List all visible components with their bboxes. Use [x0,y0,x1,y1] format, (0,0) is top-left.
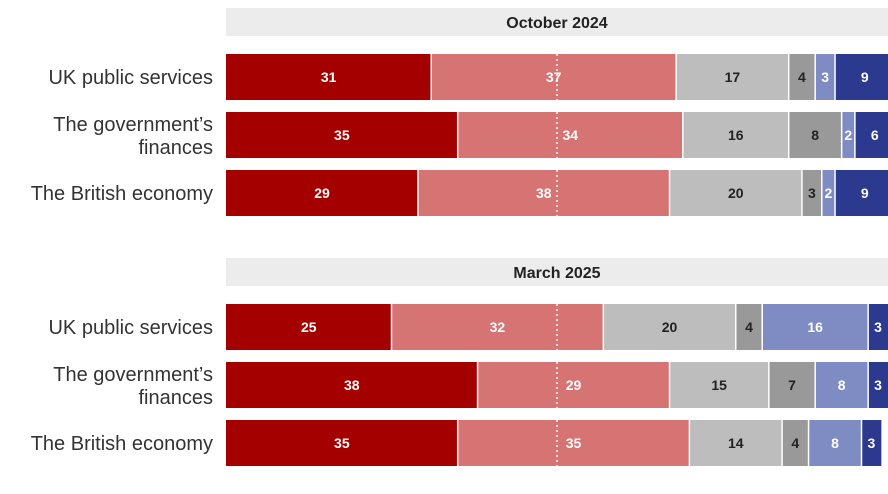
data-label: 4 [798,69,806,85]
data-label: 37 [546,69,562,85]
data-label: 34 [562,127,578,143]
data-label: 38 [344,377,360,393]
data-label: 6 [871,127,879,143]
bar-segment [835,54,888,100]
data-label: 32 [490,319,506,335]
bar-segment [815,54,836,100]
bar-segment [788,54,816,100]
data-label: 7 [788,377,796,393]
bar-segment [457,420,690,466]
data-label: 29 [566,377,582,393]
bar-segment [226,304,392,350]
bar-segment [431,54,677,100]
bar-segment [861,420,882,466]
data-label: 8 [838,377,846,393]
bar-segment [669,362,769,408]
data-label: 20 [728,185,744,201]
data-label: 15 [711,377,727,393]
bar-segment [808,420,862,466]
bar-segment [801,170,822,216]
bar-segment [226,112,458,158]
bar-segment [226,54,432,100]
data-label: 9 [861,69,869,85]
panel-title-background [226,8,888,36]
bar-segment [226,170,418,216]
panel-title: October 2024 [506,15,607,32]
data-label: 20 [662,319,678,335]
data-label: 2 [825,185,833,201]
bar-segment [835,170,888,216]
data-label: 3 [874,377,882,393]
bar-segment [676,54,789,100]
row-label: UK public services [48,317,213,339]
data-label: 35 [334,127,350,143]
row-label: The British economy [31,183,213,205]
bar-segment [854,112,888,158]
row-label: finances [139,387,214,409]
data-label: 17 [725,69,741,85]
data-label: 14 [728,435,744,451]
row-label: The government’s [53,364,213,386]
data-label: 31 [321,69,337,85]
data-label: 2 [844,127,852,143]
bar-segment [417,170,670,216]
data-label: 35 [566,435,582,451]
bar-segment [391,304,604,350]
bar-segment [603,304,736,350]
data-label: 3 [821,69,829,85]
data-label: 8 [831,435,839,451]
data-label: 29 [314,185,330,201]
bar-segment [735,304,763,350]
bar-segment [868,362,888,408]
bar-segment [477,362,670,408]
row-label: finances [139,137,214,159]
bar-segment [682,112,789,158]
bar-segment [226,362,478,408]
data-label: 38 [536,185,552,201]
bar-segment [821,170,836,216]
data-label: 4 [745,319,753,335]
bar-segment [457,112,683,158]
bar-segment [868,304,888,350]
data-label: 4 [791,435,799,451]
data-label: 16 [807,319,823,335]
data-label: 3 [868,435,876,451]
bar-segment [669,170,802,216]
panel-title: March 2025 [513,265,600,282]
bar-segment [788,112,842,158]
data-label: 25 [301,319,317,335]
data-label: 35 [334,435,350,451]
data-label: 3 [874,319,882,335]
panel-title-background [226,258,888,286]
bar-segment [782,420,809,466]
bar-segment [226,420,458,466]
bar-segment [841,112,855,158]
row-label: The British economy [31,433,213,455]
row-label: The government’s [53,114,213,136]
bar-segment [762,304,869,350]
bar-segment [768,362,816,408]
bar-segment [689,420,783,466]
data-label: 16 [728,127,744,143]
data-label: 3 [808,185,816,201]
bar-segment [815,362,869,408]
data-label: 9 [861,185,869,201]
row-label: UK public services [48,67,213,89]
data-label: 8 [811,127,819,143]
